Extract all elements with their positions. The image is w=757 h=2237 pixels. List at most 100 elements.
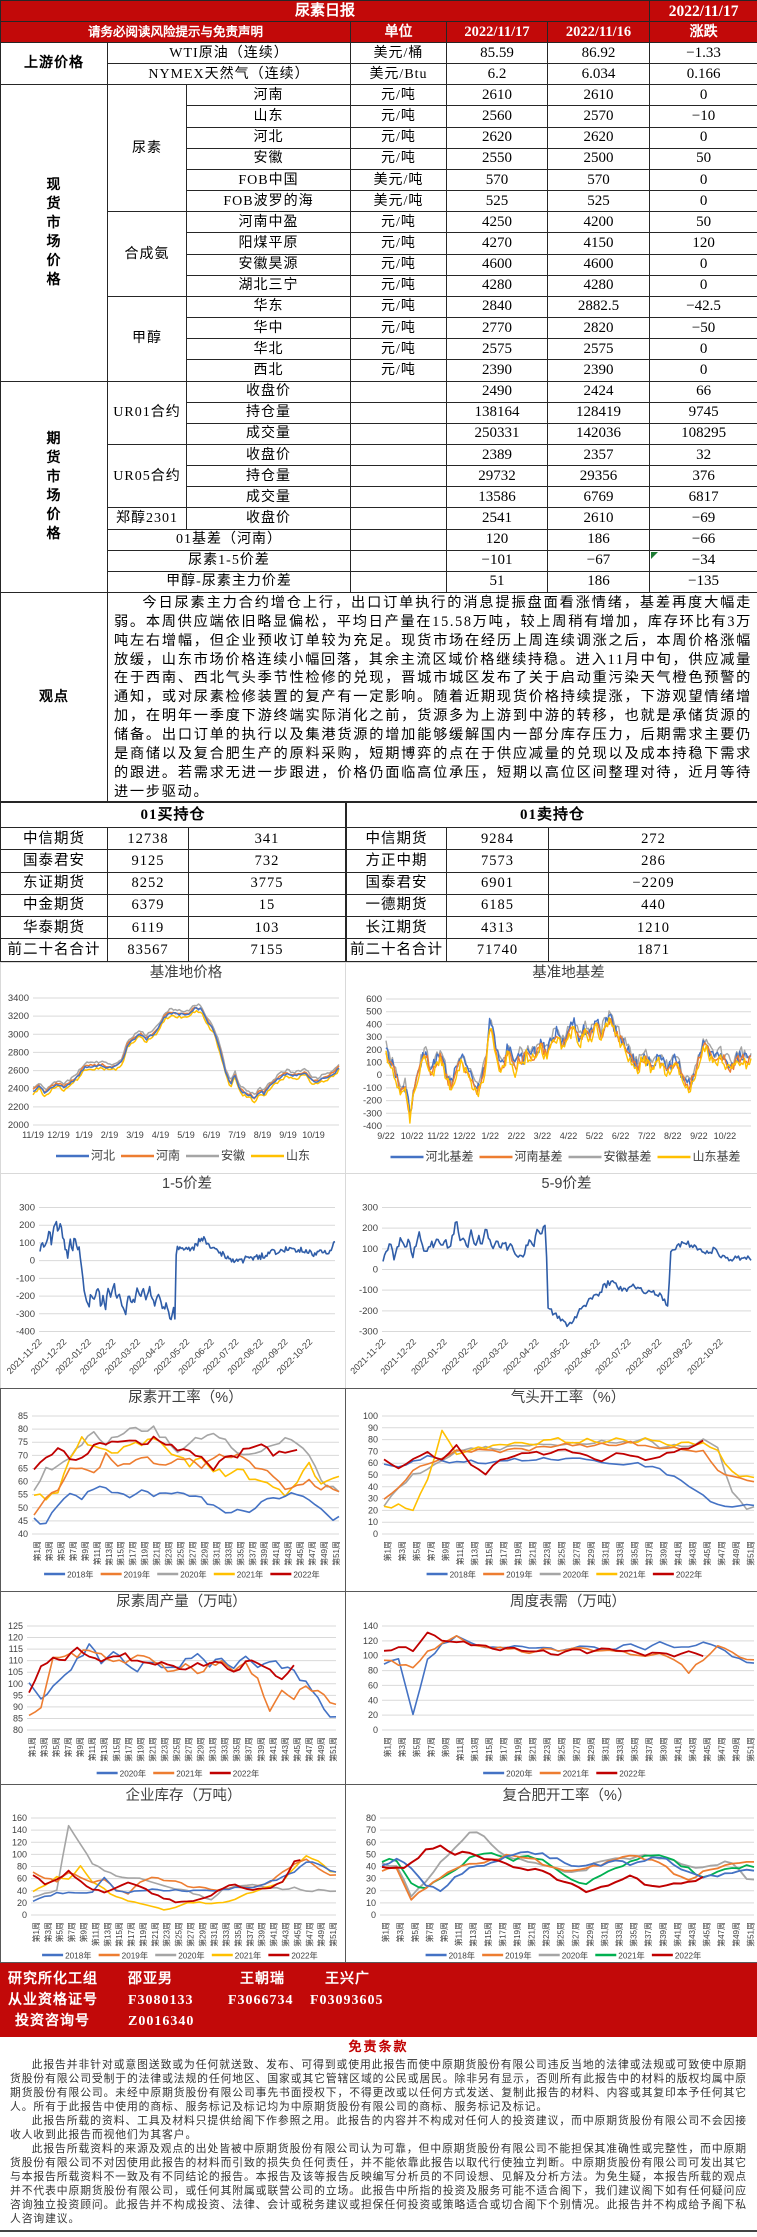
svg-text:70: 70 <box>366 1825 376 1835</box>
svg-text:-300: -300 <box>363 1108 382 1119</box>
svg-text:第37周: 第37周 <box>644 1541 654 1566</box>
svg-text:第3周: 第3周 <box>44 1541 54 1561</box>
svg-text:第49周: 第49周 <box>316 1922 326 1947</box>
svg-text:第3周: 第3周 <box>39 1737 49 1757</box>
svg-text:80: 80 <box>17 1861 27 1871</box>
svg-text:河南基差: 河南基差 <box>515 1148 563 1163</box>
svg-text:第33周: 第33周 <box>223 1541 233 1566</box>
svg-text:55: 55 <box>18 1489 28 1499</box>
svg-text:-400: -400 <box>363 1121 382 1132</box>
svg-text:12/22: 12/22 <box>453 1131 476 1141</box>
svg-text:河北基差: 河北基差 <box>426 1149 474 1163</box>
svg-text:100: 100 <box>12 1849 27 1859</box>
svg-text:第19周: 第19周 <box>135 1737 145 1762</box>
svg-text:第5周: 第5周 <box>55 1922 65 1942</box>
svg-text:3/22: 3/22 <box>534 1131 552 1141</box>
svg-text:60: 60 <box>366 1837 376 1847</box>
svg-text:第7周: 第7周 <box>426 1541 436 1561</box>
svg-text:第19周: 第19周 <box>138 1922 148 1947</box>
svg-text:2022年: 2022年 <box>676 1569 702 1579</box>
svg-text:0: 0 <box>371 1910 376 1920</box>
svg-text:尿素周产量（万吨）: 尿素周产量（万吨） <box>116 1593 247 1610</box>
svg-text:85: 85 <box>13 1713 23 1723</box>
svg-text:11/22: 11/22 <box>427 1131 449 1141</box>
svg-text:60: 60 <box>368 1458 378 1468</box>
svg-text:第43周: 第43周 <box>280 1737 290 1762</box>
svg-text:第9周: 第9周 <box>75 1737 85 1757</box>
svg-text:第3周: 第3周 <box>43 1922 53 1942</box>
svg-text:第45周: 第45周 <box>702 1737 712 1762</box>
svg-text:第29周: 第29周 <box>586 1541 596 1566</box>
svg-text:第49周: 第49周 <box>731 1922 741 1947</box>
svg-text:80: 80 <box>13 1725 23 1735</box>
svg-text:第51周: 第51周 <box>745 1541 755 1566</box>
svg-text:第19周: 第19周 <box>513 1541 523 1566</box>
svg-text:第17周: 第17周 <box>126 1922 136 1947</box>
svg-text:第39周: 第39周 <box>658 1922 668 1947</box>
svg-text:2400: 2400 <box>8 1084 29 1095</box>
svg-text:80: 80 <box>366 1813 376 1823</box>
svg-text:第39周: 第39周 <box>257 1922 267 1947</box>
svg-text:第7周: 第7周 <box>424 1922 434 1942</box>
svg-text:第17周: 第17周 <box>499 1737 509 1762</box>
svg-text:第31周: 第31周 <box>209 1922 219 1947</box>
svg-text:第21周: 第21周 <box>527 1922 537 1947</box>
svg-text:8/22: 8/22 <box>664 1131 682 1141</box>
svg-text:100: 100 <box>363 1411 378 1421</box>
svg-text:第23周: 第23周 <box>164 1541 174 1566</box>
svg-text:10/19: 10/19 <box>302 1130 325 1140</box>
svg-text:140: 140 <box>12 1825 27 1835</box>
svg-text:第33周: 第33周 <box>615 1541 625 1566</box>
svg-text:140: 140 <box>363 1621 378 1631</box>
svg-text:第25周: 第25周 <box>174 1922 184 1947</box>
svg-text:第49周: 第49周 <box>731 1737 741 1762</box>
svg-text:第39周: 第39周 <box>256 1737 266 1762</box>
svg-text:第31周: 第31周 <box>599 1922 609 1947</box>
svg-text:第51周: 第51周 <box>331 1541 341 1566</box>
svg-text:第35周: 第35周 <box>233 1922 243 1947</box>
svg-text:12/19: 12/19 <box>47 1130 70 1140</box>
svg-text:第27周: 第27周 <box>187 1541 197 1566</box>
svg-text:第31周: 第31周 <box>600 1541 610 1566</box>
svg-text:第41周: 第41周 <box>268 1737 278 1762</box>
svg-text:周度表需（万吨）: 周度表需（万吨） <box>510 1593 626 1610</box>
svg-text:第37周: 第37周 <box>247 1541 257 1566</box>
svg-text:尿素开工率（%）: 尿素开工率（%） <box>128 1389 242 1406</box>
svg-text:60: 60 <box>18 1476 28 1486</box>
svg-text:20: 20 <box>368 1710 378 1720</box>
svg-text:115: 115 <box>9 1644 23 1654</box>
svg-text:10/22: 10/22 <box>714 1131 737 1141</box>
svg-text:第17周: 第17周 <box>123 1737 133 1762</box>
svg-text:80: 80 <box>18 1424 28 1434</box>
svg-text:40: 40 <box>368 1695 378 1705</box>
svg-text:第23周: 第23周 <box>159 1737 169 1762</box>
svg-text:第1周: 第1周 <box>31 1922 41 1942</box>
svg-text:第19周: 第19周 <box>140 1541 150 1566</box>
svg-text:第47周: 第47周 <box>716 1737 726 1762</box>
svg-text:第25周: 第25周 <box>171 1737 181 1762</box>
svg-text:160: 160 <box>12 1813 27 1823</box>
svg-text:第5周: 第5周 <box>412 1737 422 1757</box>
svg-text:第23周: 第23周 <box>542 1737 552 1762</box>
svg-text:60: 60 <box>17 1873 27 1883</box>
svg-text:第9周: 第9周 <box>441 1541 451 1561</box>
svg-text:第1周: 第1周 <box>381 1922 391 1942</box>
svg-text:2018年: 2018年 <box>65 1950 91 1960</box>
svg-text:2019年: 2019年 <box>506 1569 532 1579</box>
svg-text:山东基差: 山东基差 <box>693 1149 741 1163</box>
svg-text:-400: -400 <box>16 1326 35 1337</box>
svg-text:10: 10 <box>368 1517 378 1527</box>
svg-text:9/22: 9/22 <box>377 1131 395 1141</box>
svg-text:-200: -200 <box>363 1095 382 1106</box>
svg-text:45: 45 <box>18 1516 28 1526</box>
svg-text:第39周: 第39周 <box>259 1541 269 1566</box>
svg-text:第1周: 第1周 <box>383 1737 393 1757</box>
svg-text:7/19: 7/19 <box>228 1130 246 1140</box>
svg-text:10/22: 10/22 <box>401 1131 424 1141</box>
svg-text:第33周: 第33周 <box>220 1737 230 1762</box>
svg-text:2019年: 2019年 <box>124 1569 150 1579</box>
svg-text:第49周: 第49周 <box>316 1737 326 1762</box>
svg-text:40: 40 <box>366 1861 376 1871</box>
svg-text:200: 200 <box>19 1220 35 1231</box>
svg-text:第35周: 第35周 <box>232 1737 242 1762</box>
